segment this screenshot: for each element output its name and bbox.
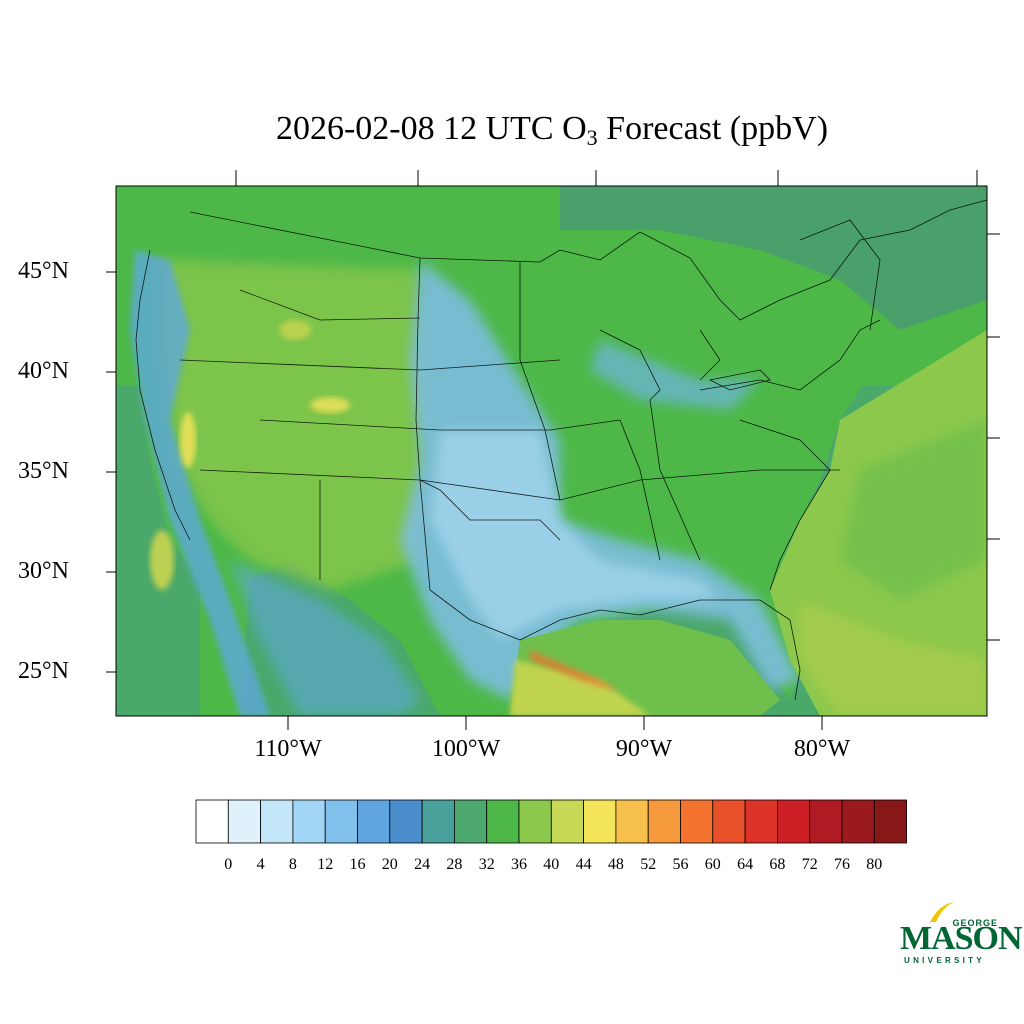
colorbar-tick-label: 12 [317,856,334,873]
lat-label: 25°N [18,658,69,684]
colorbar-swatch [744,799,778,844]
colorbar-swatch [518,799,552,844]
idaho-yellow [279,320,311,340]
colorbar-swatch [421,799,455,844]
swoosh-icon [930,902,954,922]
mexico-blue [230,560,420,716]
gulf-hotspot [530,650,620,692]
colorbar-swatch [195,799,229,844]
colorbar-tick-label: 24 [414,856,431,873]
colorbar-tick-label: 56 [672,856,689,873]
colorbar-swatch [841,799,875,844]
central-light-blue [430,430,720,640]
colorbar-swatch [615,799,649,844]
lon-label: 90°W [615,736,673,762]
colorbar-tick-label: 48 [607,856,624,873]
gmu-logo: GEORGE MASON UNIVERSITY [898,900,1023,972]
lon-label: 110°W [254,736,322,762]
colorbar-tick-label: 76 [834,856,850,873]
colorbar-tick-label: 20 [381,856,398,873]
colorbar-tick-label: 4 [256,856,265,873]
colorbar-swatch [777,799,811,844]
colorbar-tick-label: 32 [478,856,495,873]
colorbar-tick-label: 8 [288,856,297,873]
colorbar-swatch [227,799,262,844]
colorbar-swatch [873,799,907,844]
colorbar-tick-label: 0 [224,856,233,873]
colorbar-swatch [453,799,488,844]
colorbar-tick-label: 60 [704,856,721,873]
colorbar-swatch [809,799,843,844]
colorbar-swatch [583,799,617,844]
colorbar-swatch [712,799,746,844]
map-frame [115,185,988,717]
logo-university: UNIVERSITY [904,956,986,965]
colorbar-swatch [324,799,358,844]
pacific-yellow [150,530,174,590]
colorbar-swatch [357,799,391,844]
colorbar-swatch [550,799,584,844]
logo-mason: MASON [900,920,1023,957]
california-yellow [180,412,196,468]
colorbar-swatch [292,799,326,844]
lon-label: 100°W [431,736,501,762]
lat-label: 40°N [18,358,69,384]
colorbar-swatch [680,799,714,844]
colorbar-tick-label: 28 [446,856,463,873]
colorbar [195,799,907,844]
colorbar-tick-label: 68 [769,856,786,873]
colorbar-tick-label: 64 [737,856,754,873]
lat-label: 30°N [18,558,69,584]
west-interior [160,260,430,590]
colorbar-tick-label: 44 [575,856,592,873]
west-coast-blue [130,250,270,716]
gulf-yellow [510,660,650,716]
great-lakes-blue [590,340,760,410]
atlantic-band [840,420,987,600]
colorbar-tick-label: 52 [640,856,657,873]
east-canada [560,186,987,330]
colorbar-tick-label: 40 [543,856,560,873]
map-title: 2026-02-08 12 UTC O3 Forecast (ppbV) [275,110,829,150]
map-ticks [106,170,1000,730]
colorbar-tick-label: 72 [801,856,818,873]
colorado-yellow [310,397,350,413]
colorbar-swatch [647,799,681,844]
lat-label: 35°N [18,458,69,484]
lat-label: 45°N [18,258,69,284]
map-field [116,186,987,716]
colorbar-swatch [389,799,423,844]
atlantic-south [800,600,987,716]
logo-george: GEORGE [952,918,998,928]
colorbar-swatch [486,799,520,844]
lon-label: 80°W [793,736,851,762]
colorbar-tick-label: 80 [866,856,883,873]
colorbar-swatch [260,799,294,844]
colorbar-tick-label: 36 [511,856,527,873]
colorbar-tick-label: 16 [349,856,366,873]
boundaries [135,199,987,701]
